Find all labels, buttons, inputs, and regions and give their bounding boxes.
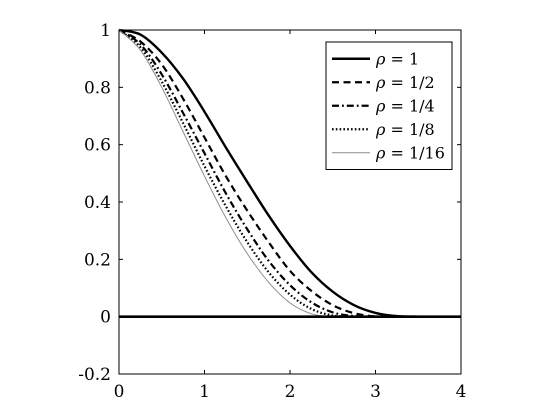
x-tick-label: 4 bbox=[456, 382, 467, 402]
y-tick-label: 0 bbox=[100, 308, 111, 328]
y-tick-label: 0.8 bbox=[84, 78, 111, 98]
x-tick-label: 3 bbox=[370, 382, 381, 402]
x-tick-label: 2 bbox=[285, 382, 296, 402]
legend-label: ρ = 1/8 bbox=[375, 120, 435, 139]
y-tick-label: 1 bbox=[100, 21, 111, 41]
legend-label: ρ = 1 bbox=[375, 49, 419, 68]
y-tick-label: -0.2 bbox=[78, 365, 111, 385]
legend: ρ = 1 ρ = 1/2 ρ = 1/4 ρ = 1/8 ρ = 1/16 bbox=[325, 41, 453, 170]
legend-box bbox=[325, 41, 453, 170]
y-tick-label: 0.4 bbox=[84, 193, 111, 213]
legend-label: ρ = 1/2 bbox=[375, 73, 435, 92]
y-tick-label: 0.2 bbox=[84, 250, 111, 270]
legend-label: ρ = 1/16 bbox=[375, 143, 445, 162]
tick-layer: 0 1 2 3 4-0.200.20.40.60.81 bbox=[78, 21, 466, 402]
x-tick-label: 0 bbox=[114, 382, 125, 402]
y-tick-label: 0.6 bbox=[84, 136, 111, 156]
x-tick-label: 1 bbox=[199, 382, 210, 402]
legend-label: ρ = 1/4 bbox=[375, 96, 435, 115]
